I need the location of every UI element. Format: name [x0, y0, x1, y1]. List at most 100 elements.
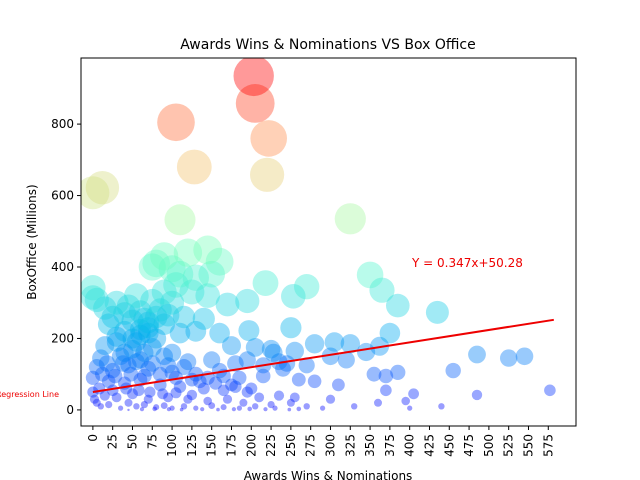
data-point: [245, 382, 258, 395]
data-point: [186, 389, 198, 401]
data-point: [425, 300, 449, 324]
data-point: [250, 120, 287, 157]
data-point: [193, 374, 207, 389]
x-tick-label: 125: [185, 434, 199, 457]
data-point: [231, 407, 236, 412]
x-tick-label: 525: [502, 434, 516, 457]
data-point: [138, 253, 166, 281]
x-tick-label: 250: [284, 434, 298, 457]
chart-title: Awards Wins & Nominations VS Box Office: [180, 37, 475, 53]
data-point: [229, 380, 242, 393]
data-point: [272, 405, 278, 411]
data-point: [390, 364, 406, 380]
regression-line: [92, 318, 554, 393]
data-point: [97, 403, 105, 410]
data-point: [173, 238, 203, 267]
data-point: [106, 326, 127, 347]
data-point: [193, 235, 223, 265]
data-point: [152, 366, 168, 382]
data-point: [137, 317, 159, 339]
data-point: [232, 370, 247, 385]
data-point: [120, 357, 137, 374]
data-point: [267, 401, 275, 409]
data-point: [81, 275, 106, 301]
data-point: [81, 285, 106, 310]
data-point: [222, 336, 241, 356]
data-point: [239, 398, 248, 407]
data-point: [127, 388, 138, 400]
x-axis-label: Awards Wins & Nominations: [244, 469, 413, 480]
data-point: [92, 349, 110, 367]
x-tick-label: 500: [482, 434, 496, 457]
data-point: [468, 345, 486, 364]
y-tick-label: 200: [51, 331, 74, 345]
x-tick-label: 425: [422, 434, 436, 457]
x-tick-label: 75: [145, 434, 159, 449]
y-tick-label: 0: [66, 403, 74, 417]
data-point: [197, 382, 210, 395]
data-point: [124, 398, 133, 407]
data-point: [500, 349, 518, 367]
data-point: [160, 290, 185, 315]
data-point: [294, 274, 320, 300]
data-point: [150, 242, 179, 271]
data-point: [291, 372, 306, 387]
data-point: [238, 320, 260, 342]
data-point: [366, 366, 382, 382]
data-point: [98, 355, 116, 372]
data-point: [140, 360, 157, 377]
data-point: [263, 407, 268, 412]
data-point: [216, 407, 220, 412]
x-tick-label: 575: [541, 434, 555, 457]
data-point: [126, 332, 147, 352]
data-point: [544, 384, 556, 397]
data-point: [170, 387, 182, 399]
data-point: [220, 404, 227, 411]
data-point: [179, 353, 197, 371]
data-point: [264, 343, 283, 362]
data-point: [107, 368, 123, 384]
data-point: [281, 284, 306, 309]
data-point: [160, 357, 177, 374]
data-point: [92, 398, 101, 407]
data-point: [129, 319, 151, 340]
data-point: [127, 353, 145, 371]
data-point: [203, 351, 221, 369]
data-point: [250, 157, 285, 192]
data-point: [133, 384, 145, 397]
x-tick-label: 325: [343, 434, 357, 457]
data-point: [307, 374, 322, 389]
x-axis-ticks: 0 25 50 75 100 125 150 175 200 225 250 275 300 325 350…: [86, 426, 555, 457]
data-point: [225, 378, 238, 392]
data-point: [369, 277, 395, 303]
data-point: [95, 366, 110, 382]
x-tick-label: 200: [244, 434, 258, 457]
data-point: [123, 339, 142, 359]
data-point: [106, 332, 127, 352]
data-point: [93, 296, 117, 320]
data-point: [401, 396, 411, 406]
data-point: [131, 351, 149, 369]
data-point: [254, 392, 265, 403]
x-tick-label: 450: [442, 434, 456, 457]
data-point: [164, 364, 180, 380]
data-point: [142, 338, 162, 357]
data-point: [471, 389, 483, 401]
data-point: [101, 305, 124, 329]
data-point: [337, 351, 355, 369]
data-point: [113, 302, 136, 325]
x-tick-label: 550: [521, 434, 535, 457]
data-point: [169, 322, 191, 344]
data-point: [183, 394, 193, 404]
x-tick-label: 275: [304, 434, 318, 457]
data-point: [236, 405, 242, 411]
data-point: [137, 311, 160, 334]
data-point: [357, 342, 376, 362]
data-point: [166, 260, 194, 288]
data-point: [286, 398, 295, 407]
data-point: [101, 374, 116, 389]
data-point: [118, 405, 124, 411]
x-tick-label: 50: [125, 434, 139, 449]
data-point: [252, 403, 259, 410]
data-point: [179, 279, 205, 305]
